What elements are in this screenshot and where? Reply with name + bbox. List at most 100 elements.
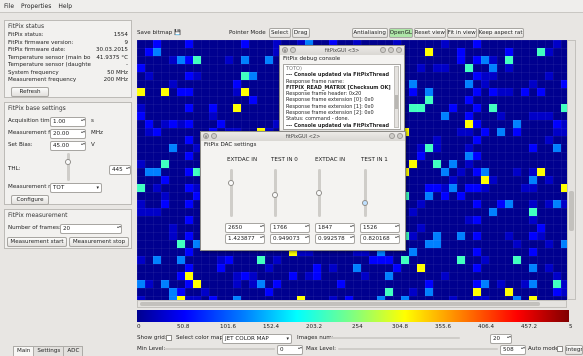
matrix-pixel [441, 184, 449, 192]
antialiasing-button[interactable]: Antialiasing [351, 28, 388, 38]
matrix-pixel [425, 48, 433, 56]
close-icon[interactable] [397, 133, 403, 139]
show-grid-checkbox[interactable] [166, 335, 172, 342]
pointer-select-button[interactable]: Select [268, 28, 291, 38]
tab-adc[interactable]: ADC [63, 346, 84, 356]
matrix-pixel [257, 256, 265, 264]
dac-slider-handle[interactable] [228, 180, 234, 186]
pointer-drag-button[interactable]: Drag [291, 28, 310, 38]
shade-icon[interactable] [380, 47, 386, 53]
dac-slider[interactable] [364, 169, 367, 217]
matrix-pixel [137, 88, 145, 96]
matrix-pixel [417, 200, 425, 208]
dac-value-input[interactable]: 1526 [360, 223, 400, 233]
matrix-pixel [193, 56, 201, 64]
matrix-pixel [137, 184, 145, 192]
configure-button[interactable]: Configure [11, 195, 49, 205]
dac-slider[interactable] [230, 169, 233, 217]
tab-settings[interactable]: Settings [33, 346, 65, 356]
close-icon[interactable]: × [203, 133, 209, 139]
matrix-pixel [153, 256, 161, 264]
dac-settings-window-title: fitPixGUI <2> [285, 133, 321, 140]
bias-input[interactable]: 45.00 [50, 141, 86, 151]
auto-mode-checkbox[interactable] [557, 346, 563, 353]
matrix-pixel [481, 296, 489, 300]
matrix-pixel [137, 256, 145, 264]
matrix-pixel [537, 168, 545, 176]
menu-properties[interactable]: Properties [21, 2, 52, 10]
thl-slider-handle[interactable] [65, 159, 71, 165]
dac-value-input[interactable]: 1847 [315, 223, 355, 233]
dac-slider-handle[interactable] [362, 200, 368, 206]
maximize-icon[interactable] [389, 133, 395, 139]
min-level-input[interactable]: 0 [277, 345, 303, 355]
debug-console-titlebar[interactable]: × fitPixGUI <3> [280, 46, 404, 55]
min-level-slider[interactable] [165, 348, 275, 350]
matrix-pixel [473, 216, 481, 224]
matrix-pixel [241, 72, 249, 80]
log-scrollbar[interactable] [394, 66, 399, 128]
dac-voltage-input[interactable]: 0.992578 [315, 234, 355, 244]
opengl-button[interactable]: OpenGL [388, 28, 413, 38]
matrix-pixel [529, 112, 537, 120]
save-bitmap-button[interactable]: Save bitmap 💾 [137, 30, 181, 36]
thl-slider[interactable] [67, 153, 70, 181]
images-num-slider[interactable] [330, 337, 460, 339]
measurement-frequency-input[interactable]: 20.00 [50, 129, 86, 139]
maximize-icon[interactable] [388, 47, 394, 53]
max-level-slider[interactable] [338, 348, 498, 350]
matrix-pixel [417, 64, 425, 72]
matrix-pixel [241, 56, 249, 64]
matrix-pixel [385, 288, 393, 296]
max-level-input[interactable]: 508 [500, 345, 526, 355]
integrate-mode-button[interactable]: Integrate mode [565, 345, 583, 355]
menu-help[interactable]: Help [58, 2, 73, 10]
matrix-pixel [273, 280, 281, 288]
matrix-pixel [465, 216, 473, 224]
keep-aspect-button[interactable]: Keep aspect ratio [477, 28, 524, 38]
log-line: Response frame extension [0]: 0x0 [286, 97, 374, 104]
close-icon[interactable] [396, 47, 402, 53]
minimize-icon[interactable] [211, 133, 217, 139]
vertical-scrollbar[interactable] [567, 40, 576, 300]
refresh-button[interactable]: Refresh [11, 87, 49, 97]
measurement-stop-button[interactable]: Measurement stop [69, 237, 129, 247]
matrix-pixel [433, 184, 441, 192]
matrix-pixel [473, 104, 481, 112]
dac-slider-handle[interactable] [272, 192, 278, 198]
colormap-select[interactable]: JET COLOR MAP ▾ [222, 334, 292, 344]
measurement-mode-select[interactable]: TOT ▾ [50, 183, 102, 193]
reset-view-button[interactable]: Reset view [413, 28, 446, 38]
dac-voltage-input[interactable]: 0.820168 [360, 234, 400, 244]
dac-settings-window[interactable]: × fitPixGUI <2> FitPix DAC settings EXTD… [200, 131, 406, 251]
thl-input[interactable]: 445 [109, 165, 131, 175]
matrix-pixel [441, 192, 449, 200]
matrix-pixel [225, 256, 233, 264]
dac-slider-handle[interactable] [316, 190, 322, 196]
matrix-pixel [177, 56, 185, 64]
frames-input[interactable]: 20 [60, 224, 122, 234]
matrix-pixel [185, 152, 193, 160]
dac-value-input[interactable]: 2650 [225, 223, 265, 233]
colorbar-ticks: 0 50.8 101.6 152.4 203.2 254 304.8 355.6… [137, 324, 577, 332]
dac-voltage-input[interactable]: 1.423877 [225, 234, 265, 244]
matrix-pixel [297, 296, 305, 300]
menu-file[interactable]: File [4, 2, 15, 10]
horizontal-scrollbar[interactable] [137, 300, 567, 308]
fit-in-view-button[interactable]: Fit in view [446, 28, 477, 38]
dac-settings-titlebar[interactable]: × fitPixGUI <2> [201, 132, 405, 141]
tab-main[interactable]: Main [13, 346, 35, 356]
debug-console-log[interactable]: TOTO) --- Console updated via FitPixThre… [283, 64, 401, 130]
acquisition-time-label: Acquisition time: [8, 118, 55, 124]
matrix-pixel [553, 200, 561, 208]
close-icon[interactable]: × [282, 47, 288, 53]
dac-voltage-input[interactable]: 0.949073 [270, 234, 310, 244]
debug-console-window[interactable]: × fitPixGUI <3> FitPix debug console TOT… [279, 45, 405, 133]
images-num-input[interactable]: 20 [490, 334, 512, 344]
measurement-start-button[interactable]: Measurement start [7, 237, 67, 247]
acquisition-time-input[interactable]: 1.00 [50, 117, 86, 127]
matrix-pixel [169, 296, 177, 300]
minimize-icon[interactable] [290, 47, 296, 53]
log-line: Response frame extension [1]: 0x0 [286, 103, 374, 110]
dac-value-input[interactable]: 1766 [270, 223, 310, 233]
